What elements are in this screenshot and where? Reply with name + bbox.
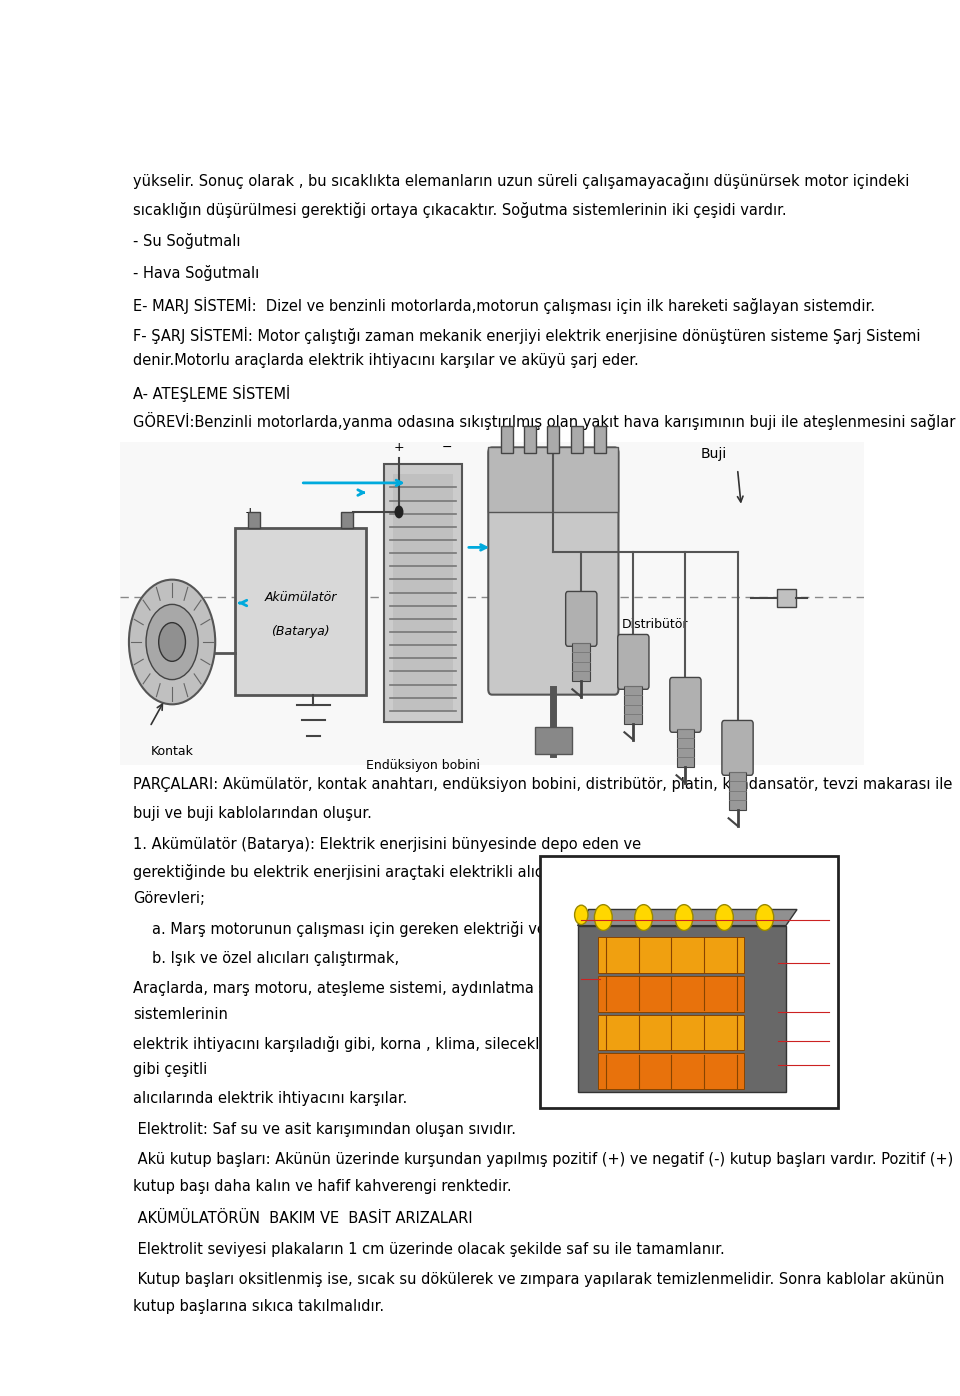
Text: Elektrolit: Saf su ve asit karışımından oluşan sıvıdır.: Elektrolit: Saf su ve asit karışımından …	[133, 1122, 516, 1138]
Text: Elektrolit seviyesi plakaların 1 cm üzerinde olacak şekilde saf su ile tamamlanı: Elektrolit seviyesi plakaların 1 cm üzer…	[133, 1242, 725, 1258]
Text: kutup başı daha kalın ve hafif kahverengi renktedir.: kutup başı daha kalın ve hafif kahvereng…	[133, 1180, 512, 1194]
Bar	[248, 512, 260, 528]
Circle shape	[635, 905, 653, 931]
Text: Buji: Buji	[701, 448, 727, 462]
Bar	[235, 528, 366, 695]
Bar	[594, 426, 606, 452]
Circle shape	[395, 505, 403, 518]
Text: −: −	[346, 507, 356, 519]
Text: Akümülatör: Akümülatör	[264, 592, 337, 604]
Circle shape	[158, 623, 185, 662]
Circle shape	[675, 905, 693, 931]
Text: - Hava Soğutmalı: - Hava Soğutmalı	[133, 265, 259, 281]
Text: Görevleri;: Görevleri;	[133, 891, 205, 906]
Text: AKÜMÜLATÖR: AKÜMÜLATÖR	[643, 861, 735, 874]
Text: 1. Akümülatör (Batarya): Elektrik enerjisini bünyesinde depo eden ve: 1. Akümülatör (Batarya): Elektrik enerji…	[133, 838, 641, 853]
Bar	[729, 772, 747, 810]
Text: elektrik ihtiyacını karşıladığı gibi, korna , klima, silecekler, radyo vb.: elektrik ihtiyacını karşıladığı gibi, ko…	[133, 1036, 634, 1051]
Text: Distribütör: Distribütör	[622, 618, 688, 631]
Bar	[384, 463, 463, 722]
Bar	[524, 426, 536, 452]
Text: −: −	[443, 441, 452, 454]
Bar	[777, 589, 796, 606]
Text: sistemlerinin: sistemlerinin	[133, 1008, 228, 1022]
Text: +: +	[245, 507, 255, 519]
FancyBboxPatch shape	[670, 677, 701, 733]
Bar	[535, 727, 572, 754]
Bar	[547, 426, 560, 452]
FancyBboxPatch shape	[617, 634, 649, 690]
FancyBboxPatch shape	[722, 720, 754, 775]
Text: (Batarya): (Batarya)	[271, 624, 329, 638]
Text: F- ŞARJ SİSTEMİ: Motor çalıştığı zaman mekanik enerjiyi elektrik enerjisine dönü: F- ŞARJ SİSTEMİ: Motor çalıştığı zaman m…	[133, 327, 921, 343]
Text: KAPAKLARI: KAPAKLARI	[544, 926, 605, 935]
Bar	[572, 644, 590, 681]
FancyBboxPatch shape	[489, 448, 618, 695]
Bar	[120, 443, 864, 765]
Bar	[341, 512, 353, 528]
Bar	[624, 685, 642, 723]
Bar	[598, 1015, 744, 1050]
Polygon shape	[578, 909, 797, 926]
Text: AKÜMÜLATÖRÜN  BAKIM VE  BASİT ARIZALARI: AKÜMÜLATÖRÜN BAKIM VE BASİT ARIZALARI	[133, 1210, 473, 1226]
Text: - Su Soğutmalı: - Su Soğutmalı	[133, 233, 241, 250]
Bar	[393, 475, 453, 711]
Text: KUTUP: KUTUP	[544, 988, 581, 998]
Text: EKSİ: EKSİ	[812, 958, 836, 967]
Text: ELEMANLAR: ELEMANLAR	[771, 1036, 836, 1046]
Text: +: +	[394, 441, 404, 454]
Bar	[598, 976, 744, 1012]
Circle shape	[146, 604, 198, 680]
Bar	[677, 729, 694, 766]
Text: yükselir. Sonuç olarak , bu sıcaklıkta elemanların uzun süreli çalışamayacağını : yükselir. Sonuç olarak , bu sıcaklıkta e…	[133, 173, 910, 190]
Bar	[570, 426, 583, 452]
Text: ELEMAN: ELEMAN	[544, 909, 588, 920]
FancyBboxPatch shape	[565, 592, 597, 646]
Bar	[540, 856, 838, 1108]
Text: kutup başlarına sıkıca takılmalıdır.: kutup başlarına sıkıca takılmalıdır.	[133, 1298, 385, 1314]
Circle shape	[756, 905, 774, 931]
Text: ARTI: ARTI	[544, 974, 569, 984]
Text: buji ve buji kablolarından oluşur.: buji ve buji kablolarından oluşur.	[133, 805, 372, 821]
Text: Kutup başları oksitlenmiş ise, sıcak su dökülerek ve zımpara yapılarak temizlenm: Kutup başları oksitlenmiş ise, sıcak su …	[133, 1272, 945, 1287]
Text: GÖREVİ:Benzinli motorlarda,yanma odasına sıkıştırılmış olan yakıt hava karışımın: GÖREVİ:Benzinli motorlarda,yanma odasına…	[133, 412, 956, 430]
Text: gerektiğinde bu elektrik enerjisini araçtaki elektrikli alıcılara gönderir.: gerektiğinde bu elektrik enerjisini araç…	[133, 864, 646, 879]
Circle shape	[715, 905, 733, 931]
Text: Araçlarda, marş motoru, ateşleme sistemi, aydınlatma sistemi, şarj: Araçlarda, marş motoru, ateşleme sistemi…	[133, 981, 628, 995]
Circle shape	[594, 905, 612, 931]
Bar	[501, 426, 513, 452]
Circle shape	[575, 905, 588, 924]
Text: a. Marş motorunun çalışması için gereken elektriği vermek: a. Marş motorunun çalışması için gereken…	[152, 921, 584, 937]
Text: PLAKALAR: PLAKALAR	[780, 1007, 836, 1016]
Text: PARÇALARI: Akümülatör, kontak anahtarı, endüksiyon bobini, distribütör, platin, : PARÇALARI: Akümülatör, kontak anahtarı, …	[133, 778, 952, 793]
Text: KUTUP: KUTUP	[800, 972, 836, 981]
Text: Akü kutup başları: Akünün üzerinde kurşundan yapılmış pozitif (+) ve negatif (-): Akü kutup başları: Akünün üzerinde kurşu…	[133, 1152, 953, 1167]
Text: A- ATEŞLEME SİSTEMİ: A- ATEŞLEME SİSTEMİ	[133, 385, 291, 402]
Bar	[578, 926, 786, 1092]
Text: E- MARJ SİSTEMİ:  Dizel ve benzinli motorlarda,motorun çalışması için ilk hareke: E- MARJ SİSTEMİ: Dizel ve benzinli motor…	[133, 297, 876, 314]
Text: denir.Motorlu araçlarda elektrik ihtiyacını karşılar ve aküyü şarj eder.: denir.Motorlu araçlarda elektrik ihtiyac…	[133, 353, 639, 369]
Text: Kontak: Kontak	[151, 745, 194, 758]
Text: SERT PLASTİK: SERT PLASTİK	[759, 1060, 836, 1071]
Bar	[489, 448, 618, 512]
Text: b. Işık ve özel alıcıları çalıştırmak,: b. Işık ve özel alıcıları çalıştırmak,	[152, 951, 399, 966]
Bar	[598, 1054, 744, 1089]
Text: Endüksiyon bobini: Endüksiyon bobini	[366, 759, 480, 772]
Text: alıcılarında elektrik ihtiyacını karşılar.: alıcılarında elektrik ihtiyacını karşıla…	[133, 1090, 408, 1106]
Text: gibi çeşitli: gibi çeşitli	[133, 1062, 207, 1078]
Bar	[598, 937, 744, 973]
Circle shape	[129, 579, 215, 705]
Text: sıcaklığın düşürülmesi gerektiği ortaya çıkacaktır. Soğutma sistemlerinin iki çe: sıcaklığın düşürülmesi gerektiği ortaya …	[133, 202, 787, 218]
